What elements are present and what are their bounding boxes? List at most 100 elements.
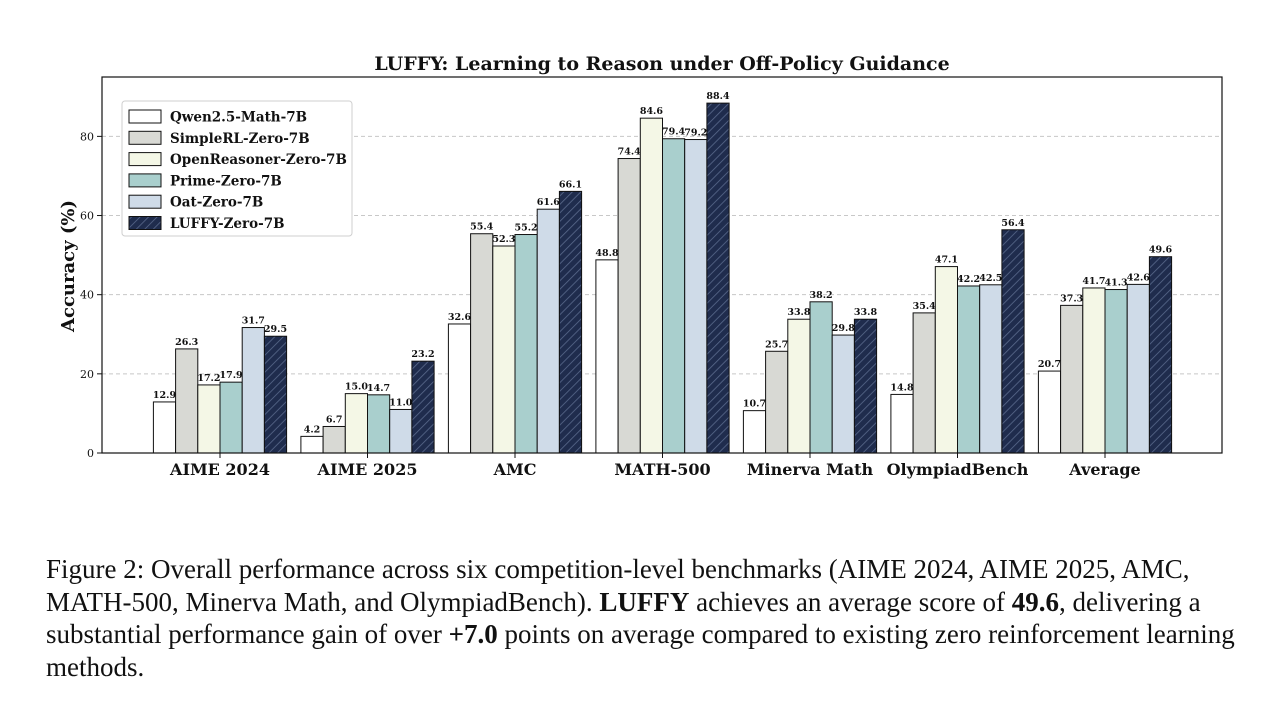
bar-value-label: 12.9 [153,390,177,401]
legend-swatch [128,194,162,209]
bar-value-label: 47.1 [935,255,958,266]
legend-swatch [128,130,162,145]
bar-value-label: 35.4 [913,301,937,312]
figure-caption: Figure 2: Overall performance across six… [46,553,1246,683]
value-labels: 12.9 26.3 17.2 17.9 31.729.5 4.2 6.7 15.0 14.7 11… [153,91,1173,435]
bar [934,266,958,454]
bar-value-label: 79.4 [662,127,686,138]
chart-title: LUFFY: Learning to Reason under Off-Poli… [374,53,949,75]
legend-swatch [128,152,162,167]
bar-value-label: 26.3 [175,337,198,348]
bar [219,381,243,454]
x-tick-label: AIME 2024 [169,460,270,479]
bar-value-label: 31.7 [242,316,265,327]
bar-value-label: 79.2 [684,128,707,139]
bar-value-label: 42.2 [957,274,980,285]
bar [536,208,560,454]
chart-figure: 12.9 26.3 17.2 17.9 31.7 29.5 4.2 6.7 15.0 14.7 11… [58,53,1223,479]
y-axis-label: Accuracy (%) [58,200,79,333]
bar-value-label: 38.2 [810,290,833,301]
caption-prefix: Figure 2: Overall performance across six… [46,554,1190,617]
legend: Qwen2.5-Math-7B SimpleRL-Zero-7B OpenReaso… [121,100,353,237]
bar-value-label: 55.2 [515,223,538,234]
bar [1148,256,1173,454]
bar [300,435,324,454]
bar [706,102,730,454]
x-tick-label: AMC [493,460,537,479]
legend-label: OpenReasoner-Zero-7B [170,152,347,168]
x-tick-label: Average [1068,460,1140,479]
bar [263,335,288,454]
bar [470,233,494,454]
legend-label: Qwen2.5-Math-7B [170,110,307,126]
bar [595,259,619,454]
bar [957,285,981,454]
bar [809,301,833,454]
bar [152,401,177,454]
legend-label: Prime-Zero-7B [170,173,282,189]
bar [367,394,391,454]
bar [742,410,767,454]
bar [787,318,811,454]
bar-value-label: 25.7 [765,339,788,350]
bar-value-label: 42.5 [979,273,1002,284]
bar [890,393,914,454]
bar [322,425,346,454]
bar-value-label: 6.7 [326,414,343,425]
y-tick-label: 0 [87,447,94,460]
bar [175,348,199,454]
bar-value-label: 33.8 [854,307,878,318]
bar-value-label: 23.2 [411,349,434,360]
caption-bold-luffy: LUFFY [599,586,690,617]
bar [514,234,538,454]
bar-value-label: 11.0 [389,397,413,408]
bar [617,158,641,454]
bar [1104,289,1128,454]
y-tick-label: 80 [80,130,94,143]
caption-suffix: points on average compared to existing z… [46,619,1235,682]
bar-value-label: 14.8 [890,382,914,393]
bar-value-label: 88.4 [706,91,730,102]
caption-bold-score: 49.6 [1011,586,1059,617]
bar-chart: 12.9 26.3 17.2 17.9 31.729.5 4.2 6.7 15.0 14.7 11… [58,53,1223,479]
bar [1001,229,1025,454]
bar-value-label: 42.6 [1127,272,1151,283]
bar [1126,283,1150,454]
bar-value-label: 41.7 [1082,276,1105,287]
bar-value-label: 48.8 [595,248,619,259]
bar-value-label: 56.4 [1001,218,1025,229]
bar-value-label: 20.7 [1038,359,1061,370]
bar [558,190,583,454]
x-tick-label: OlympiadBench [887,460,1029,479]
bar-value-label: 14.7 [367,383,390,394]
bar-value-label: 49.6 [1149,245,1173,256]
bar [344,393,368,454]
x-tick-label: MATH-500 [614,460,710,479]
bar [831,334,855,454]
bar [1082,287,1106,454]
caption-mid2: , delivering a substantial performance g… [46,586,1201,650]
x-tick-label: Minerva Math [747,460,874,479]
bar-value-label: 17.2 [197,373,220,384]
y-tick-label: 20 [80,368,94,381]
bar [1037,370,1062,454]
bar [765,350,789,454]
bar-value-label: 74.4 [618,147,642,158]
bar [1060,304,1084,454]
bar-value-label: 41.3 [1105,278,1128,289]
legend-label: LUFFY-Zero-7B [170,216,285,232]
bar-value-label: 29.8 [832,323,856,334]
bar-value-label: 37.3 [1060,293,1083,304]
bar-value-label: 4.2 [304,424,321,435]
caption-bold-gain: +7.0 [448,619,498,649]
plot-frame [101,76,1223,454]
bar [853,318,878,454]
bar [411,360,435,454]
legend-swatch [128,109,162,124]
bar-value-label: 66.1 [559,179,582,190]
legend-label: SimpleRL-Zero-7B [170,131,310,147]
bar [447,323,472,454]
y-tick-label: 40 [80,289,94,302]
legend-label: Oat-Zero-7B [170,195,263,211]
bar-value-label: 55.4 [470,222,494,233]
